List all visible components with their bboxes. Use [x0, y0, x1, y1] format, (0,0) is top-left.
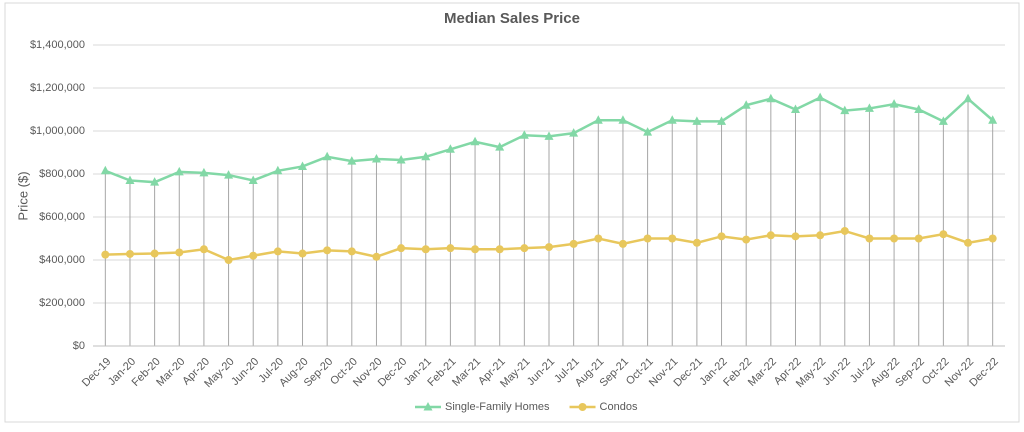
point — [717, 116, 727, 125]
y-tick-label: $600,000 — [39, 211, 85, 223]
point — [298, 249, 307, 258]
point — [519, 130, 529, 139]
point — [495, 142, 505, 151]
point — [988, 115, 998, 124]
point — [125, 249, 134, 258]
point — [174, 166, 184, 176]
point — [248, 175, 258, 184]
point — [963, 93, 973, 103]
point — [273, 247, 282, 256]
point — [914, 104, 924, 113]
point — [199, 167, 209, 177]
point — [816, 231, 825, 240]
point — [864, 103, 874, 112]
y-tick-label: $1,000,000 — [30, 125, 85, 137]
y-tick-label: $1,200,000 — [30, 82, 85, 94]
series — [100, 92, 998, 186]
point — [840, 105, 850, 115]
point — [273, 165, 283, 175]
point — [372, 252, 381, 261]
point — [840, 226, 849, 235]
point — [594, 234, 603, 243]
chart-border — [4, 2, 1020, 423]
point — [692, 116, 702, 125]
point — [939, 230, 948, 239]
point — [445, 144, 455, 153]
point — [593, 115, 603, 124]
point — [766, 231, 775, 240]
point — [791, 232, 800, 241]
point — [150, 177, 160, 186]
point — [717, 232, 726, 241]
point — [545, 243, 553, 252]
y-tick-label: $800,000 — [39, 168, 85, 180]
point — [742, 235, 751, 244]
point — [578, 403, 587, 411]
point — [890, 234, 899, 243]
point — [199, 245, 208, 254]
point — [100, 165, 110, 175]
point — [150, 249, 159, 258]
legend-label: Single-Family Homes — [445, 401, 550, 413]
point — [101, 250, 110, 259]
series — [101, 226, 997, 264]
point — [224, 256, 233, 264]
point — [643, 127, 653, 136]
point — [322, 151, 332, 161]
point — [618, 239, 627, 248]
point — [125, 175, 135, 184]
point — [938, 116, 948, 125]
point — [249, 251, 258, 260]
point — [569, 239, 578, 248]
point — [446, 244, 455, 253]
point — [964, 238, 973, 247]
point — [470, 136, 480, 146]
point — [224, 170, 234, 179]
point — [766, 93, 776, 103]
point — [347, 247, 356, 256]
point — [298, 161, 308, 170]
point — [421, 245, 430, 254]
point — [423, 402, 433, 411]
chart-title: Median Sales Price — [444, 10, 580, 27]
point — [815, 92, 825, 102]
y-tick-label: $400,000 — [39, 254, 85, 266]
point — [323, 246, 332, 255]
point — [865, 234, 874, 243]
point — [618, 115, 628, 124]
point — [544, 131, 554, 140]
point — [397, 244, 406, 253]
point — [520, 244, 529, 253]
y-tick-label: $0 — [73, 340, 85, 352]
point — [668, 234, 677, 243]
point — [692, 238, 701, 247]
y-axis-title: Price ($) — [15, 171, 30, 220]
point — [914, 234, 923, 243]
point — [347, 156, 357, 165]
legend-label: Condos — [600, 401, 638, 413]
point — [741, 100, 751, 109]
point — [175, 248, 184, 257]
point — [471, 245, 480, 254]
point — [643, 234, 652, 243]
point — [988, 234, 997, 243]
point — [790, 104, 800, 113]
point — [569, 128, 579, 137]
point — [495, 245, 504, 254]
point — [371, 153, 381, 163]
y-tick-label: $1,400,000 — [30, 39, 85, 51]
point — [396, 155, 406, 164]
y-tick-label: $200,000 — [39, 297, 85, 309]
point — [667, 115, 677, 124]
point — [421, 151, 431, 161]
point — [889, 99, 899, 108]
